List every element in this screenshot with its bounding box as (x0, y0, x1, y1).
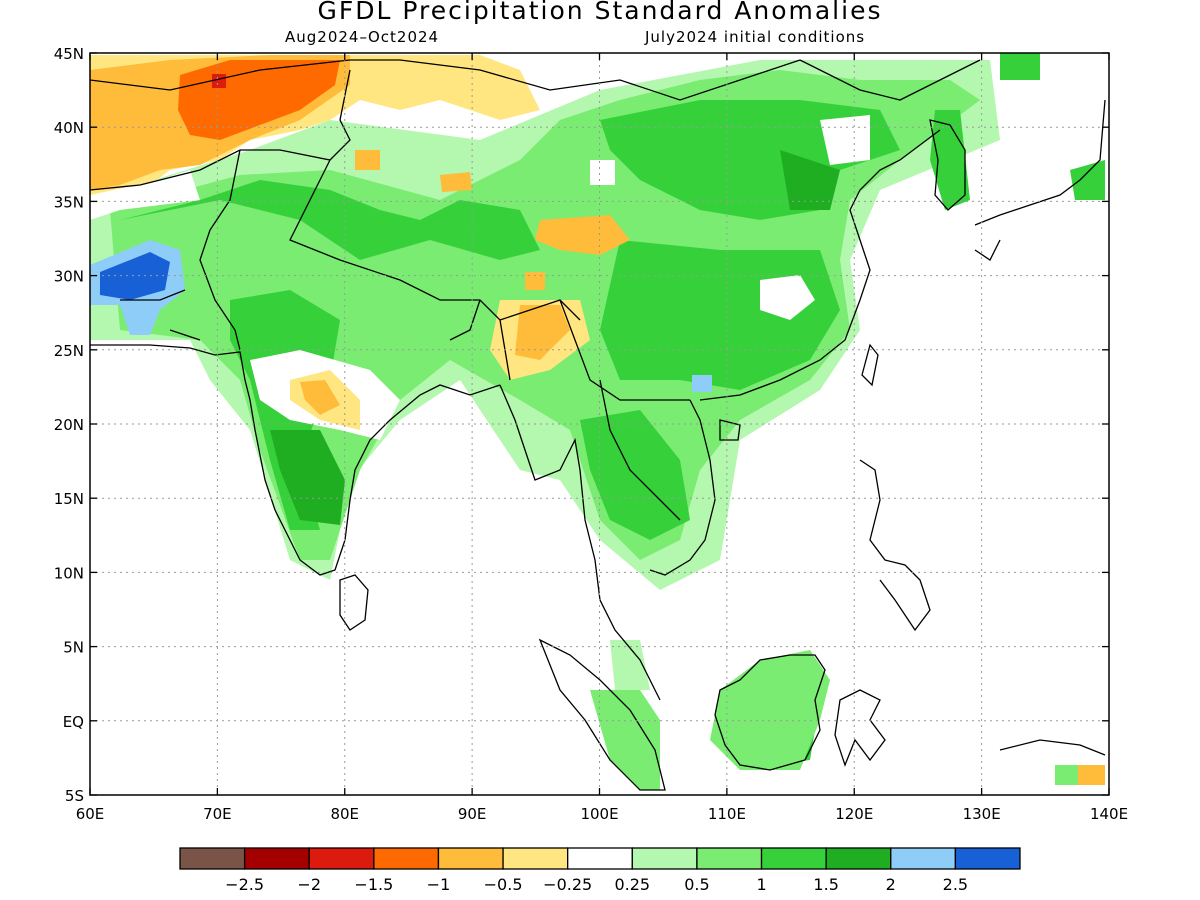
anomaly-region (515, 305, 570, 360)
legend-swatch (631, 847, 698, 870)
legend-label: −0.5 (484, 875, 523, 894)
anomaly-region (930, 110, 970, 210)
anomaly-region (355, 150, 380, 170)
y-tick-label: 35N (54, 193, 84, 211)
y-tick-label: 20N (54, 416, 84, 434)
anomaly-region (525, 272, 545, 290)
y-axis: 45N 40N 35N 30N 25N 20N 15N 10N 5N EQ 5S (54, 45, 1109, 805)
y-tick-label: 15N (54, 490, 84, 508)
legend-label: 1 (756, 875, 766, 894)
legend-swatch (760, 847, 827, 870)
x-tick-label: 110E (708, 805, 746, 823)
anomaly-region (120, 180, 540, 260)
legend-swatch (243, 847, 310, 870)
anomaly-region (610, 640, 650, 690)
legend-label: 0.5 (684, 875, 709, 894)
legend-label: −2 (297, 875, 321, 894)
x-tick-label: 140E (1090, 805, 1128, 823)
anomaly-region (440, 172, 472, 192)
map-title: GFDL Precipitation Standard Anomalies (317, 0, 883, 25)
legend-swatch (954, 847, 1021, 870)
legend-label: 1.5 (813, 875, 838, 894)
legend-swatch (437, 847, 504, 870)
legend-label: −1.5 (354, 875, 393, 894)
x-tick-label: 100E (580, 805, 618, 823)
anomaly-region (1055, 765, 1078, 785)
anomaly-region (692, 375, 712, 392)
anomaly-region (760, 275, 815, 320)
color-legend: −2.5 −2 −1.5 −1 −0.5 −0.25 0.25 0.5 1 1.5 2 2.5 (179, 847, 1021, 894)
legend-label: 0.25 (614, 875, 650, 894)
y-tick-label: 30N (54, 268, 84, 286)
legend-swatch (696, 847, 763, 870)
legend-swatch (179, 847, 246, 870)
anomaly-region (780, 150, 840, 210)
y-tick-label: 10N (54, 564, 84, 582)
legend-swatch (567, 847, 633, 870)
y-tick-label: 45N (54, 45, 84, 63)
legend-swatch (502, 847, 569, 870)
grid-lines (90, 53, 1109, 795)
anomaly-region (90, 170, 200, 220)
legend-label: −1 (427, 875, 451, 894)
y-tick-label: 25N (54, 342, 84, 360)
legend-label: −0.25 (543, 875, 592, 894)
y-tick-label: EQ (63, 713, 84, 731)
anomaly-region (590, 160, 615, 185)
anomaly-region (710, 650, 830, 770)
legend-swatch (373, 847, 440, 870)
y-tick-label: 5S (65, 787, 84, 805)
anomaly-fields (90, 53, 1105, 790)
anomaly-region (1070, 160, 1105, 200)
legend-swatch (308, 847, 375, 870)
anomaly-region (1078, 765, 1105, 785)
anomaly-region (300, 380, 340, 415)
y-tick-label: 5N (63, 639, 84, 657)
legend-label: −2.5 (225, 875, 264, 894)
x-tick-label: 60E (76, 805, 105, 823)
y-tick-label: 40N (54, 119, 84, 137)
x-tick-label: 90E (458, 805, 487, 823)
x-tick-label: 70E (203, 805, 232, 823)
anomaly-region (820, 115, 870, 165)
x-tick-label: 130E (963, 805, 1001, 823)
anomaly-region (270, 430, 345, 525)
legend-swatch (825, 847, 892, 870)
legend-label: 2.5 (943, 875, 968, 894)
anomaly-region (590, 690, 660, 790)
anomaly-region (535, 215, 630, 255)
initial-conditions: July2024 initial conditions (645, 28, 866, 46)
x-tick-label: 80E (330, 805, 359, 823)
forecast-period: Aug2024–Oct2024 (285, 28, 440, 46)
legend-swatch (890, 847, 957, 870)
anomaly-region (212, 74, 226, 88)
anomaly-region (100, 252, 170, 300)
x-tick-label: 120E (835, 805, 873, 823)
legend-label: 2 (886, 875, 896, 894)
anomaly-region (1000, 53, 1040, 80)
x-axis: 60E 70E 80E 90E 100E 110E 120E 130E 140E (76, 53, 1128, 823)
